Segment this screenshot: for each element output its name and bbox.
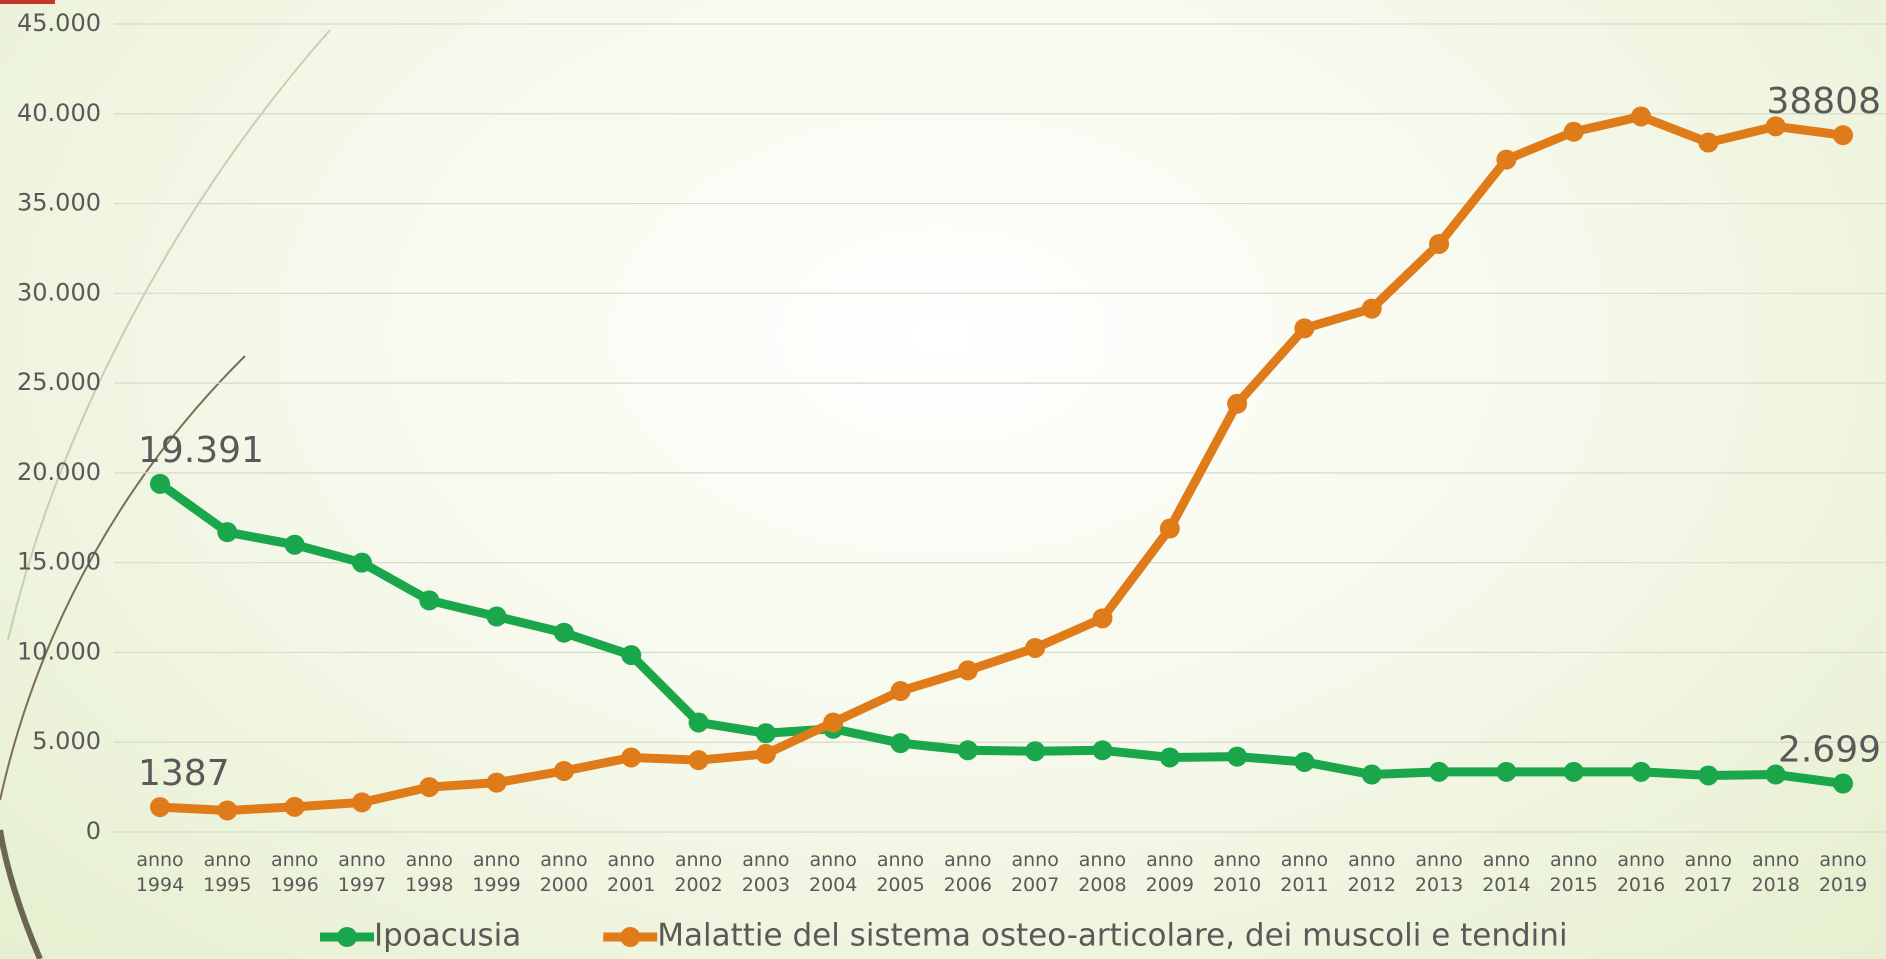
x-tick-label: anno 2007 [1005,848,1065,898]
data-point [891,681,911,701]
x-tick-label: anno 2013 [1409,848,1469,898]
series-line [160,116,1843,810]
x-tick-label: anno 2000 [534,848,594,898]
data-point [689,750,709,770]
x-tick-label: anno 2012 [1342,848,1402,898]
data-point [150,797,170,817]
data-point [419,777,439,797]
y-tick-label: 40.000 [17,99,101,127]
data-point [1631,762,1651,782]
data-point [419,590,439,610]
data-point [285,535,305,555]
legend-swatch [337,927,357,947]
legend-label: Malattie del sistema osteo-articolare, d… [657,918,1567,954]
legend-swatch [620,927,640,947]
data-point [1227,394,1247,414]
x-tick-label: anno 2008 [1072,848,1132,898]
x-tick-label: anno 1997 [332,848,392,898]
data-point [487,607,507,627]
data-point [1092,608,1112,628]
data-point [1160,747,1180,767]
data-point [1294,318,1314,338]
data-point [1294,752,1314,772]
data-point [1025,638,1045,658]
data-point [150,474,170,494]
data-point [1092,740,1112,760]
data-label: 38808 [1766,81,1881,122]
y-tick-label: 0 [86,817,101,845]
data-point [352,553,372,573]
data-point [958,660,978,680]
x-tick-label: anno 2002 [669,848,729,898]
data-point [823,712,843,732]
data-point [352,792,372,812]
data-point [1362,299,1382,319]
x-tick-label: anno 2009 [1140,848,1200,898]
data-point [1362,765,1382,785]
data-point [1698,765,1718,785]
data-point [217,522,237,542]
data-point [1833,125,1853,145]
data-label: 1387 [138,753,230,794]
y-tick-label: 45.000 [17,9,101,37]
x-tick-label: anno 2015 [1544,848,1604,898]
x-tick-label: anno 2016 [1611,848,1671,898]
x-tick-label: anno 2017 [1678,848,1738,898]
data-point [1564,122,1584,142]
data-label: 2.699 [1778,730,1881,771]
x-tick-label: anno 1998 [399,848,459,898]
data-label: 19.391 [138,430,264,471]
data-point [285,797,305,817]
data-point [1160,519,1180,539]
decor-arc [0,830,40,959]
data-point [756,744,776,764]
data-point [1227,747,1247,767]
legend-label: Ipoacusia [374,918,521,954]
x-tick-label: anno 2019 [1813,848,1873,898]
x-tick-label: anno 2014 [1476,848,1536,898]
y-tick-label: 30.000 [17,278,101,306]
x-tick-label: anno 2001 [601,848,661,898]
series-line [160,484,1843,784]
x-tick-label: anno 2005 [871,848,931,898]
data-point [1025,741,1045,761]
y-tick-label: 5.000 [32,727,101,755]
data-point [1564,762,1584,782]
x-tick-label: anno 1995 [197,848,257,898]
data-point [1496,762,1516,782]
x-tick-label: anno 1996 [265,848,325,898]
data-point [958,740,978,760]
chart: 0 5.000 10.000 15.000 20.000 25.000 30.000 35.0… [0,0,1886,959]
decor-tab [0,0,55,4]
x-tick-label: anno 2003 [736,848,796,898]
x-tick-label: anno 2011 [1274,848,1334,898]
data-point [1429,234,1449,254]
x-tick-label: anno 1994 [130,848,190,898]
data-point [1833,774,1853,794]
y-tick-label: 35.000 [17,189,101,217]
data-point [554,761,574,781]
data-point [621,645,641,665]
data-point [1631,106,1651,126]
data-point [554,623,574,643]
x-tick-label: anno 2004 [803,848,863,898]
y-tick-label: 20.000 [17,458,101,486]
y-tick-label: 15.000 [17,548,101,576]
data-point [1429,762,1449,782]
x-tick-label: anno 2018 [1746,848,1806,898]
x-tick-label: anno 1999 [467,848,527,898]
data-point [689,712,709,732]
data-point [487,773,507,793]
data-point [1698,133,1718,153]
y-tick-label: 25.000 [17,368,101,396]
page: 0 5.000 10.000 15.000 20.000 25.000 30.000 35.0… [0,0,1886,959]
data-point [1496,150,1516,170]
x-tick-label: anno 2010 [1207,848,1267,898]
data-point [891,733,911,753]
data-point [217,800,237,820]
data-point [621,747,641,767]
data-point [756,723,776,743]
x-tick-label: anno 2006 [938,848,998,898]
y-tick-label: 10.000 [17,637,101,665]
